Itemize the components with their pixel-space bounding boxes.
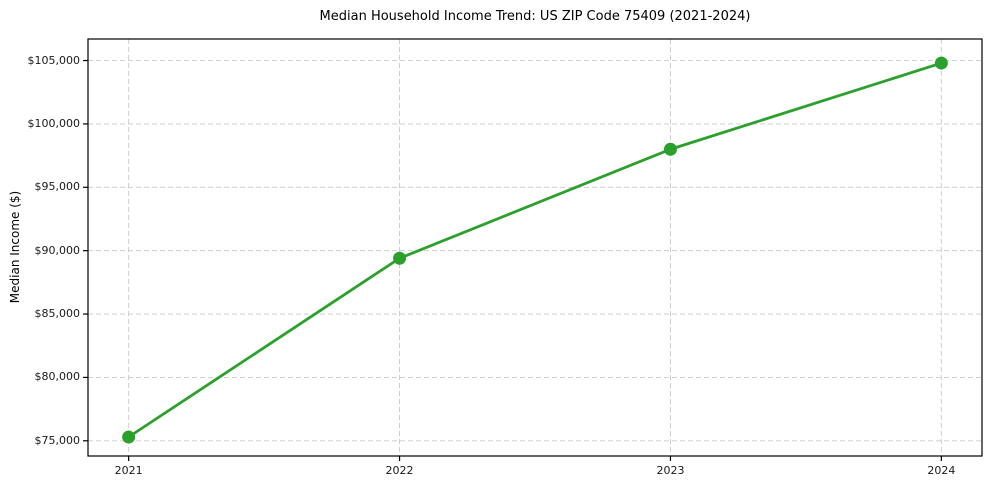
y-tick-label: $75,000 (34, 433, 81, 447)
y-tick-label: $95,000 (34, 180, 81, 194)
y-tick-label: $85,000 (34, 307, 81, 321)
plot-border (87, 38, 983, 457)
data-point-marker (122, 430, 136, 444)
x-tick-label: 2023 (656, 464, 685, 477)
x-tick-label: 2021 (114, 464, 143, 477)
y-tick-label: $105,000 (27, 53, 81, 67)
x-tick-label: 2024 (927, 464, 956, 477)
data-point-marker (934, 56, 948, 70)
data-point-marker (393, 251, 407, 265)
y-tick-label: $100,000 (27, 116, 81, 130)
income-trend-line (127, 61, 943, 439)
data-point-marker (663, 142, 677, 156)
y-tick-label: $90,000 (34, 243, 81, 257)
x-tick-label: 2022 (385, 464, 414, 477)
y-tick-label: $80,000 (34, 370, 81, 384)
chart-title: Median Household Income Trend: US ZIP Co… (319, 9, 751, 24)
